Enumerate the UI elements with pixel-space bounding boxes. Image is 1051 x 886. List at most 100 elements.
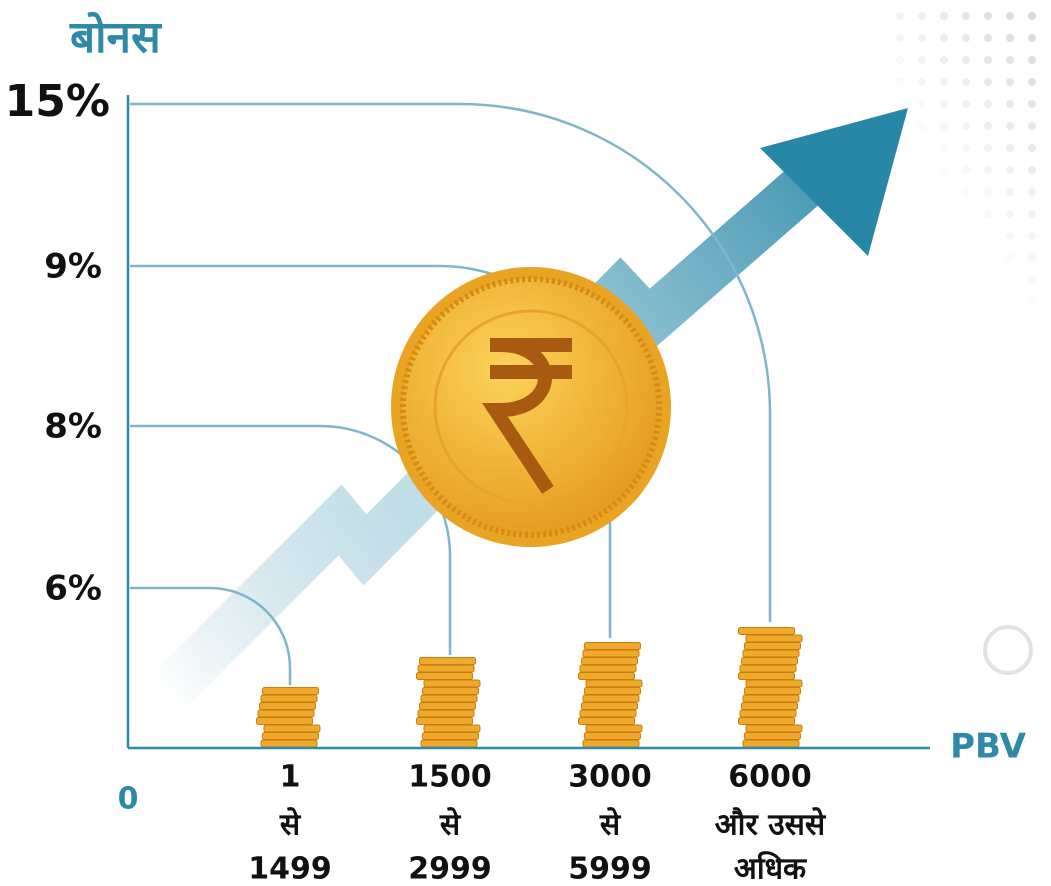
coin: [585, 679, 643, 688]
coin: [742, 649, 800, 658]
dot: [1006, 254, 1014, 262]
coin: [260, 739, 318, 748]
coin: [416, 672, 473, 680]
coin: [585, 724, 643, 733]
dot: [1028, 232, 1036, 240]
coin: [422, 732, 479, 740]
tier-labels: 1 से 1499 1500 से 2999 3000 से 5999 6000 और उससे अध…: [248, 760, 827, 886]
coin: [742, 739, 800, 748]
coin: [582, 739, 640, 748]
dot: [1006, 232, 1014, 240]
dot: [918, 122, 926, 130]
dot: [984, 144, 992, 152]
dot: [896, 12, 904, 20]
dot: [1028, 78, 1036, 86]
coin: [260, 694, 318, 703]
dot: [896, 56, 904, 64]
coin: [417, 664, 475, 673]
dot: [1006, 188, 1014, 196]
coin: [581, 657, 638, 665]
dot: [962, 100, 970, 108]
dot: [918, 56, 926, 64]
dot: [1028, 34, 1036, 42]
y-label: 9%: [44, 247, 102, 287]
dot: [1028, 210, 1036, 218]
coin: [738, 672, 795, 680]
dot: [1006, 78, 1014, 86]
dot: [984, 100, 992, 108]
coin: [744, 732, 801, 740]
dot: [918, 100, 926, 108]
dot: [962, 34, 970, 42]
coin: [419, 702, 476, 710]
dot: [1006, 34, 1014, 42]
dot: [1006, 100, 1014, 108]
coin: [263, 724, 321, 733]
tier-label: से: [279, 807, 302, 843]
coin: [259, 702, 316, 710]
coin: [744, 687, 801, 695]
dot: [940, 166, 948, 174]
coin: [738, 627, 795, 635]
tier-label: 5999: [568, 852, 652, 886]
coin: [416, 717, 473, 725]
dot: [1028, 188, 1036, 196]
rupee-coin: [391, 267, 671, 547]
dot: [962, 144, 970, 152]
dot: [1028, 100, 1036, 108]
dot: [984, 78, 992, 86]
coin: [582, 694, 640, 703]
dot: [984, 232, 992, 240]
coin: [417, 709, 475, 718]
coin: [742, 694, 800, 703]
coin: [419, 657, 476, 665]
dot: [1006, 56, 1014, 64]
dot: [940, 100, 948, 108]
y-label: 6%: [44, 569, 102, 609]
dot: [1028, 12, 1036, 20]
origin-label: 0: [118, 782, 139, 817]
dot: [1006, 12, 1014, 20]
title: बोनस: [69, 11, 163, 63]
coin: [739, 664, 797, 673]
dot: [1028, 166, 1036, 174]
tier-label: और उससे: [715, 807, 827, 843]
tier-label: 1500: [408, 760, 492, 795]
dot: [1028, 122, 1036, 130]
dot: [1028, 276, 1036, 284]
dot: [1028, 144, 1036, 152]
coin: [257, 709, 315, 718]
coin: [578, 672, 635, 680]
coin: [579, 664, 637, 673]
coin: [578, 717, 635, 725]
dot: [940, 12, 948, 20]
coin: [423, 679, 481, 688]
coin: [739, 709, 797, 718]
decor-dots: [896, 12, 1036, 306]
coin: [584, 687, 641, 695]
coin: [741, 702, 798, 710]
tier-label: से: [599, 807, 622, 843]
coin: [745, 634, 803, 643]
dot: [940, 56, 948, 64]
coin: [262, 732, 319, 740]
coin: [581, 702, 638, 710]
tier-label: 1499: [248, 852, 332, 886]
x-axis-label: PBV: [950, 727, 1026, 767]
dot: [940, 144, 948, 152]
coin: [584, 642, 641, 650]
dot: [984, 34, 992, 42]
dot: [962, 166, 970, 174]
tier-label: अधिक: [734, 851, 807, 886]
dot: [984, 56, 992, 64]
tier-label: 3000: [568, 760, 652, 795]
dot: [896, 34, 904, 42]
dot: [984, 166, 992, 174]
dot: [962, 78, 970, 86]
dot: [984, 188, 992, 196]
y-label: 8%: [44, 407, 102, 447]
y-label: 15%: [5, 76, 110, 127]
coin-stacks: [256, 627, 803, 748]
dot: [918, 34, 926, 42]
